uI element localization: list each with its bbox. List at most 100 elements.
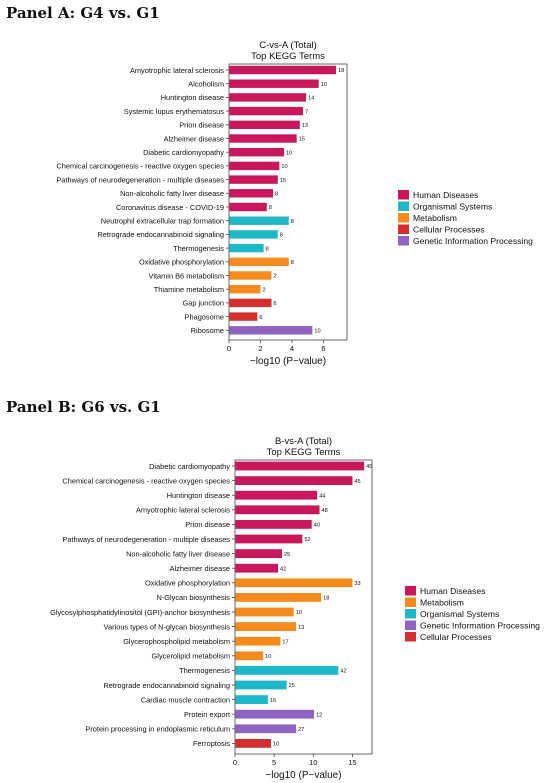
y-tick-label: Protein processing in endoplasmic reticu…	[85, 725, 230, 734]
bar	[229, 312, 258, 321]
y-tick-label: Retrograde endocannabinoid signaling	[97, 230, 224, 239]
bar-count-label: 45	[366, 464, 372, 470]
chart-subtitle: Top KEGG Terms	[267, 447, 341, 458]
x-axis-label: −log10 (P−value)	[250, 356, 326, 367]
x-tick-label: 0	[233, 758, 237, 767]
x-tick-label: 15	[348, 758, 356, 767]
bar-count-label: 13	[302, 123, 308, 129]
y-tick-label: Thiamine metabolism	[154, 285, 224, 294]
bar-count-label: 10	[273, 742, 279, 748]
bar-count-label: 8	[266, 246, 269, 252]
bar-count-label: 8	[280, 233, 283, 239]
x-tick-label: 2	[258, 344, 262, 353]
y-tick-label: Prion disease	[179, 121, 224, 130]
bar	[229, 298, 272, 308]
bar-count-label: 42	[340, 669, 346, 675]
bar	[229, 175, 278, 184]
x-tick-label: 5	[272, 758, 276, 767]
legend-swatch	[398, 201, 409, 211]
bar	[235, 651, 264, 661]
panel-b-heading: Panel B: G6 vs. G1	[6, 398, 161, 416]
bar	[229, 216, 289, 225]
bar	[235, 636, 281, 646]
y-tick-label: Retrograde endocannabinoid signaling	[103, 681, 230, 690]
plot-frame	[234, 459, 373, 755]
bar	[229, 326, 313, 335]
chart-title: B-vs-A (Total)	[275, 436, 332, 447]
bar	[235, 695, 268, 704]
y-tick-label: Pathways of neurodegeneration - multiple…	[62, 535, 230, 544]
legend-label: Metabolism	[413, 213, 457, 223]
bar	[235, 666, 339, 675]
legend-swatch	[398, 190, 409, 200]
bar	[235, 724, 297, 734]
bar-count-label: 15	[280, 178, 286, 184]
chart-subtitle: Top KEGG Terms	[251, 51, 325, 62]
panel-a-heading: Panel A: G4 vs. G1	[6, 4, 160, 22]
bar-count-label: 17	[282, 639, 288, 645]
bar	[229, 134, 297, 143]
y-tick-label: Amyotrophic lateral sclerosis	[136, 506, 230, 515]
bar-count-label: 10	[314, 329, 320, 335]
y-tick-label: Chemical carcinogenesis - reactive oxyge…	[56, 162, 224, 171]
y-tick-label: Chemical carcinogenesis - reactive oxyge…	[62, 476, 230, 485]
bar-count-label: 27	[298, 727, 304, 733]
x-tick-label: 0	[227, 344, 231, 353]
legend-swatch	[398, 213, 409, 223]
bar	[229, 106, 303, 116]
bar	[235, 549, 282, 558]
bar	[235, 461, 365, 471]
legend-label: Cellular Processes	[420, 632, 492, 642]
legend-swatch	[405, 597, 416, 607]
bar	[235, 578, 353, 588]
x-tick-label: 10	[309, 758, 317, 767]
y-tick-label: Thermogenesis	[179, 666, 230, 675]
y-tick-label: Glycosylphosphatidylinositol (GPI)-ancho…	[50, 608, 230, 617]
y-tick-label: Gap junction	[183, 299, 225, 308]
bar	[235, 520, 312, 529]
bar-count-label: 42	[280, 566, 286, 572]
bar	[235, 607, 294, 617]
bar	[229, 65, 336, 75]
legend-swatch	[405, 586, 416, 596]
bar-count-label: 45	[354, 479, 360, 485]
bar-count-label: 40	[314, 523, 320, 529]
bar	[229, 257, 289, 266]
bar	[229, 230, 278, 239]
y-tick-label: Vitamin B6 metabolism	[149, 271, 224, 280]
bar	[235, 593, 322, 602]
bar-count-label: 33	[354, 581, 360, 587]
y-tick-label: Thermogenesis	[173, 244, 224, 253]
bar-count-label: 25	[289, 683, 295, 689]
y-tick-label: Non-alcoholic fatty liver disease	[120, 189, 224, 198]
x-axis-label: −log10 (P−value)	[265, 770, 341, 781]
bar	[229, 285, 261, 294]
y-tick-label: Non-alcoholic fatty liver disease	[126, 549, 230, 558]
bar-count-label: 14	[308, 96, 314, 102]
bar	[235, 739, 272, 748]
bar	[235, 680, 287, 690]
bar-count-label: 48	[322, 508, 328, 514]
y-tick-label: Various types of N-glycan biosynthesis	[104, 622, 231, 631]
bar-count-label: 10	[265, 654, 271, 660]
chart-0: C-vs-A (Total)Top KEGG Terms Amyotrophic …	[56, 40, 533, 367]
y-tick-label: Prion disease	[185, 520, 230, 529]
x-tick-label: 6	[321, 344, 325, 353]
bar-count-label: 8	[291, 219, 294, 225]
bar	[235, 476, 353, 485]
bar-count-label: 8	[291, 260, 294, 266]
y-tick-label: Huntington disease	[167, 491, 230, 500]
bar-count-label: 6	[273, 301, 276, 307]
bar-count-label: 15	[299, 137, 305, 143]
y-tick-label: Glycerophospholipid metabolism	[123, 637, 230, 646]
y-tick-label: Neutrophil extracellular trap formation	[101, 217, 224, 226]
legend-swatch	[405, 609, 416, 619]
bar-count-label: 8	[275, 192, 278, 198]
y-tick-label: Diabetic cardiomyopathy	[149, 462, 230, 471]
legend-label: Organismal Systems	[420, 609, 499, 619]
y-tick-label: Pathways of neurodegeneration - multiple…	[56, 175, 224, 184]
bar	[229, 93, 307, 102]
legend-swatch	[405, 620, 416, 630]
legend-label: Cellular Processes	[413, 225, 485, 235]
bar	[229, 79, 319, 88]
